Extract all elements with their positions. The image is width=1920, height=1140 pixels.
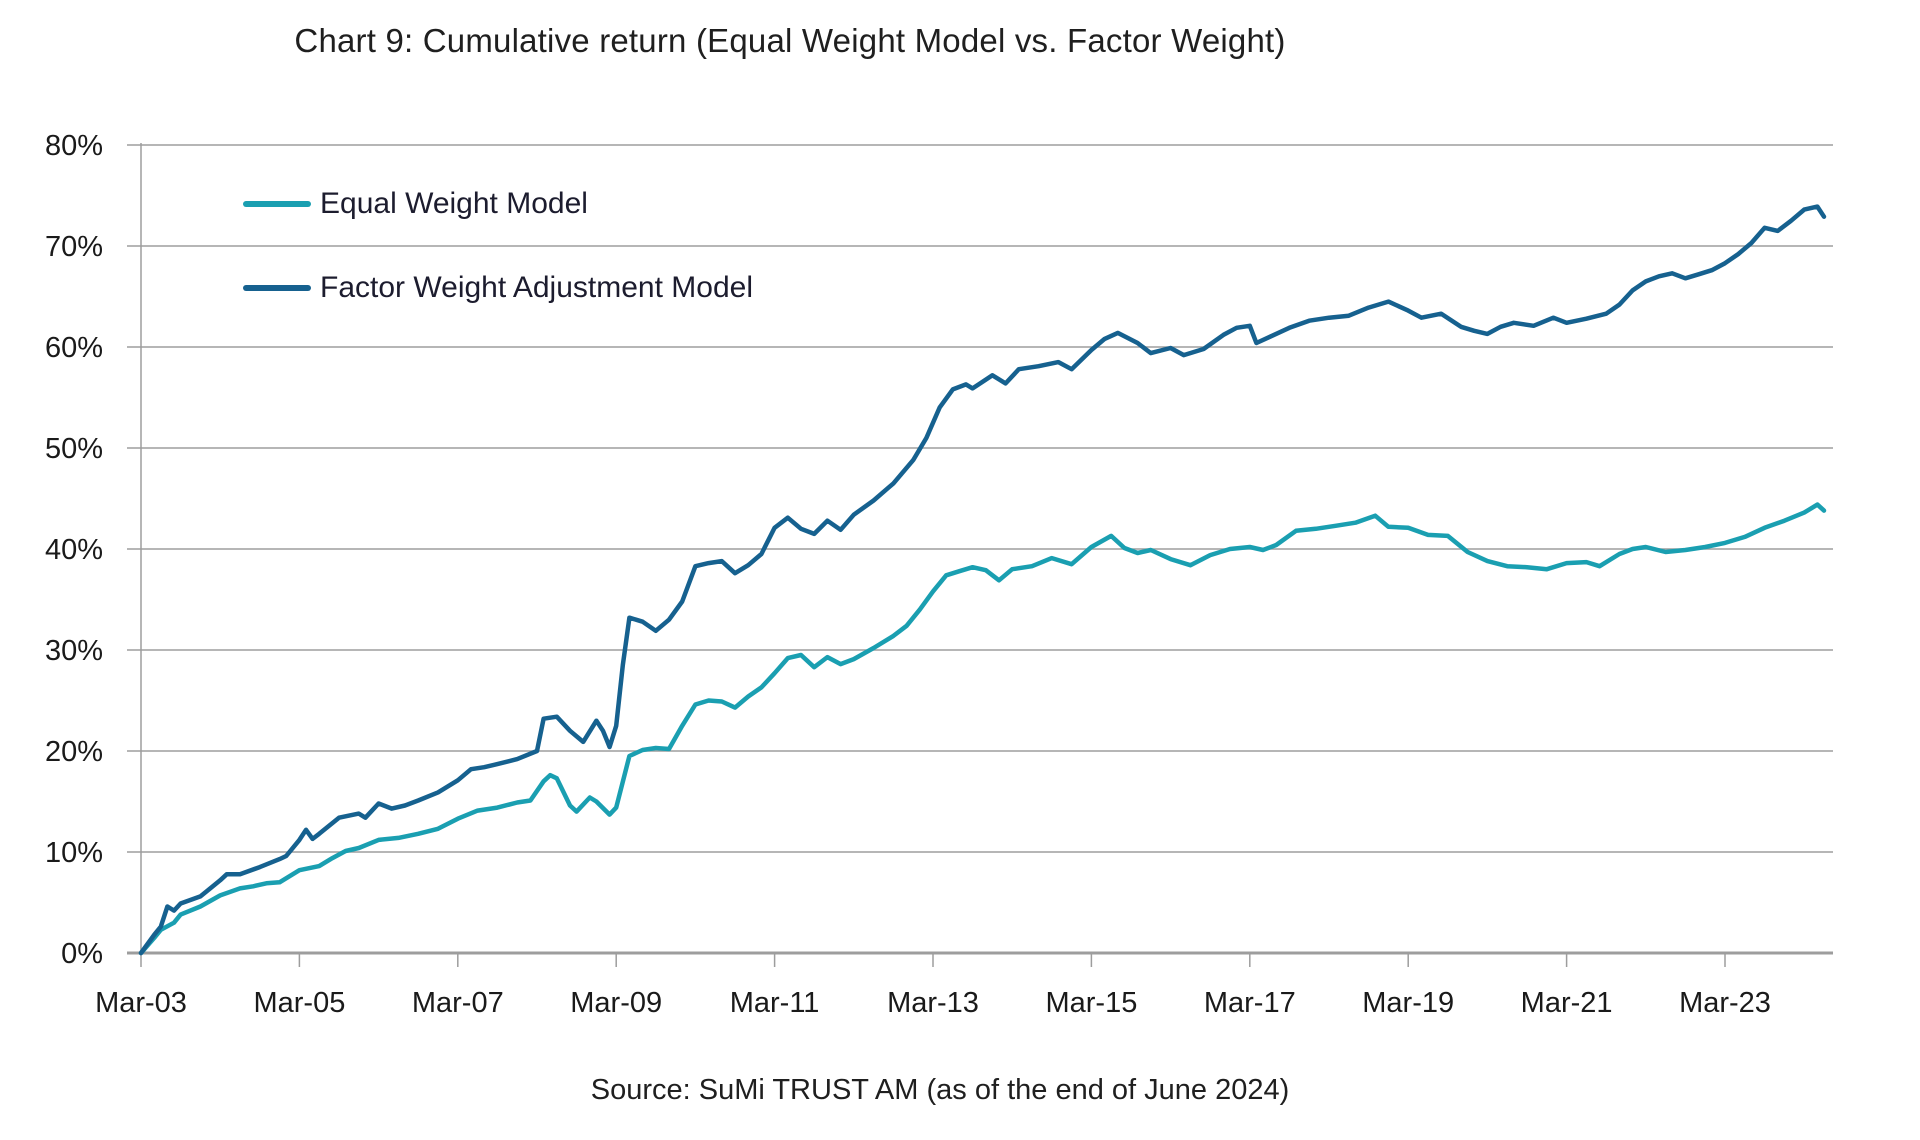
x-axis-tick-label-Mar-21: Mar-21 bbox=[1521, 987, 1613, 1019]
line-factor-weight-adjustment-model bbox=[138, 204, 1827, 956]
line-equal-weight-model bbox=[138, 502, 1827, 956]
y-axis-tick-label-10: 10% bbox=[45, 837, 103, 869]
y-axis-tick-label-70: 70% bbox=[45, 231, 103, 263]
legend-label-equal-weight-model: Equal Weight Model bbox=[320, 187, 588, 220]
x-axis-tick-label-Mar-09: Mar-09 bbox=[570, 987, 662, 1019]
legend-label-factor-weight-adjustment-model: Factor Weight Adjustment Model bbox=[320, 271, 753, 304]
x-axis-tick-label-Mar-07: Mar-07 bbox=[412, 987, 504, 1019]
y-axis-tick-label-40: 40% bbox=[45, 534, 103, 566]
y-axis-tick-label-20: 20% bbox=[45, 736, 103, 768]
chart-title: Chart 9: Cumulative return (Equal Weight… bbox=[294, 22, 1286, 59]
legend-swatch-equal-weight-model bbox=[243, 201, 311, 207]
legend-swatch-factor-weight-adjustment-model bbox=[243, 285, 311, 291]
y-axis-tick-label-60: 60% bbox=[45, 332, 103, 364]
source-note: Source: SuMi TRUST AM (as of the end of … bbox=[590, 1074, 1290, 1106]
y-axis-tick-label-0: 0% bbox=[61, 938, 103, 970]
y-axis-tick-label-50: 50% bbox=[45, 433, 103, 465]
legend-item-factor-weight-adjustment-model: Factor Weight Adjustment Model bbox=[243, 266, 753, 310]
x-axis-tick-label-Mar-19: Mar-19 bbox=[1362, 987, 1454, 1019]
legend: Equal Weight Model Factor Weight Adjustm… bbox=[243, 182, 753, 310]
x-axis-tick-label-Mar-15: Mar-15 bbox=[1045, 987, 1137, 1019]
x-axis-tick-label-Mar-11: Mar-11 bbox=[730, 987, 820, 1019]
x-axis-tick-label-Mar-13: Mar-13 bbox=[887, 987, 979, 1019]
y-axis-tick-label-80: 80% bbox=[45, 130, 103, 162]
x-axis-tick-label-Mar-05: Mar-05 bbox=[253, 987, 345, 1019]
x-axis-tick-label-Mar-17: Mar-17 bbox=[1204, 987, 1296, 1019]
legend-item-equal-weight-model: Equal Weight Model bbox=[243, 182, 753, 226]
y-axis-tick-label-30: 30% bbox=[45, 635, 103, 667]
x-axis-tick-label-Mar-23: Mar-23 bbox=[1679, 987, 1771, 1019]
x-axis-tick-label-Mar-03: Mar-03 bbox=[95, 987, 187, 1019]
